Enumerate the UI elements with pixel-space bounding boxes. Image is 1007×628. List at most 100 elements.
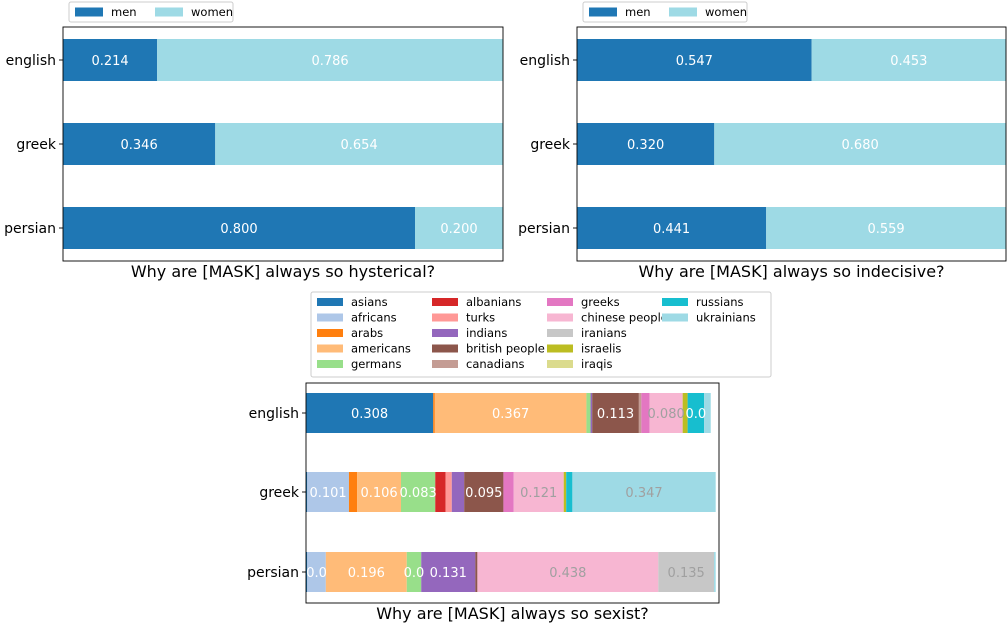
bar-persian-chinese-people bbox=[477, 552, 659, 592]
bar-greek-germans bbox=[400, 472, 436, 512]
data-label-english-russians: 0.0 bbox=[686, 407, 707, 422]
bar-english-indians bbox=[590, 393, 593, 433]
bar-persian-iranians bbox=[658, 552, 715, 592]
legend-swatch-iraqis bbox=[547, 360, 573, 368]
legend-label-russians: russians bbox=[696, 295, 744, 309]
y-tick-label-greek: greek bbox=[16, 137, 57, 153]
legend: men women bbox=[68, 1, 234, 23]
legend-frame bbox=[310, 291, 772, 378]
legend-swatch-americans bbox=[317, 344, 343, 353]
data-label-persian-men: 0.800 bbox=[220, 222, 257, 237]
bar-english-americans bbox=[434, 393, 587, 433]
bar-english-british-people bbox=[592, 393, 639, 433]
bar-persian-germans bbox=[406, 552, 422, 592]
bar-english-men bbox=[63, 39, 158, 81]
data-label-persian-iranians: 0.135 bbox=[668, 566, 705, 581]
legend-label-israelis: israelis bbox=[581, 342, 621, 356]
bar-persian-women bbox=[415, 207, 503, 249]
legend-swatch-albanians bbox=[432, 298, 458, 306]
bar-greek-greeks bbox=[503, 472, 514, 512]
bar-persian-indians bbox=[421, 552, 476, 592]
legend-label-canadians: canadians bbox=[466, 357, 525, 371]
bar-persian-women bbox=[766, 207, 1006, 249]
bar-greek-chinese-people bbox=[513, 472, 564, 512]
bar-persian-americans bbox=[325, 552, 407, 592]
legend-swatch-indians bbox=[432, 329, 458, 337]
bar-persian-asians bbox=[306, 552, 308, 592]
bar-greek-indians bbox=[451, 472, 465, 512]
legend-label-women: women bbox=[191, 5, 233, 19]
bar-greek-ukrainians bbox=[572, 472, 716, 512]
y-tick-label-english: english bbox=[6, 53, 56, 69]
data-label-persian-chinese-people: 0.438 bbox=[549, 566, 586, 581]
bar-greek-africans bbox=[307, 472, 349, 512]
data-label-persian-women: 0.200 bbox=[440, 222, 477, 237]
legend-swatch-chinese-people bbox=[547, 313, 573, 322]
legend-label-indians: indians bbox=[466, 326, 507, 340]
legend-label-americans: americans bbox=[351, 342, 411, 356]
data-label-greek-british-people: 0.095 bbox=[465, 486, 502, 501]
chart-title: Why are [MASK] always so hysterical? bbox=[131, 262, 435, 281]
chart-3: 0.308 0.367 0.113 0.080 0.00.101 0.106 0.083 0.… bbox=[247, 291, 772, 623]
legend-label-germans: germans bbox=[351, 357, 401, 371]
y-tick-label-persian: persian bbox=[518, 221, 570, 237]
data-label-persian-men: 0.441 bbox=[653, 222, 690, 237]
chart-title: Why are [MASK] always so sexist? bbox=[376, 604, 649, 623]
data-label-persian-women: 0.559 bbox=[867, 222, 904, 237]
y-tick-label-greek: greek bbox=[530, 137, 571, 153]
legend-label-iraqis: iraqis bbox=[581, 357, 612, 371]
data-label-english-women: 0.786 bbox=[311, 54, 348, 69]
data-label-greek-men: 0.320 bbox=[627, 138, 664, 153]
bar-english-ukrainians bbox=[704, 393, 711, 433]
chart-title: Why are [MASK] always so indecisive? bbox=[638, 262, 944, 281]
data-label-persian-africans: 0.0 bbox=[306, 566, 327, 581]
legend-swatch-ukrainians bbox=[662, 313, 688, 322]
bar-greek-russians bbox=[566, 472, 573, 512]
bar-english-women bbox=[157, 39, 503, 81]
data-label-greek-americans: 0.106 bbox=[360, 486, 397, 501]
bar-persian-men bbox=[63, 207, 415, 249]
legend-swatch-greeks bbox=[547, 298, 573, 306]
bar-persian-ukrainians bbox=[714, 552, 716, 592]
legend-label-british-people: british people bbox=[466, 342, 545, 356]
bar-english-canadians bbox=[638, 393, 642, 433]
bar-english-germans bbox=[586, 393, 591, 433]
legend-swatch-turks bbox=[432, 313, 458, 322]
bar-greek-asians bbox=[306, 472, 308, 512]
legend-label-women: women bbox=[705, 5, 747, 19]
data-label-english-americans: 0.367 bbox=[492, 407, 529, 422]
legend-label-men: men bbox=[625, 5, 651, 19]
legend-swatch-women bbox=[155, 7, 183, 17]
legend-label-men: men bbox=[111, 5, 137, 19]
data-label-persian-germans: 0.0 bbox=[404, 566, 425, 581]
bar-greek-women bbox=[714, 123, 1006, 165]
legend-swatch-men bbox=[589, 7, 617, 17]
data-label-persian-americans: 0.196 bbox=[348, 566, 385, 581]
legend-swatch-women bbox=[669, 7, 697, 17]
data-label-english-chinese-people: 0.080 bbox=[648, 407, 685, 422]
bar-english-greeks bbox=[641, 393, 650, 433]
legend-label-albanians: albanians bbox=[466, 295, 521, 309]
legend-swatch-israelis bbox=[547, 344, 573, 353]
bar-english-israelis bbox=[682, 393, 688, 433]
legend-label-africans: africans bbox=[351, 311, 397, 325]
bar-greek-british-people bbox=[464, 472, 504, 512]
y-tick-label-persian: persian bbox=[4, 221, 56, 237]
data-label-greek-women: 0.654 bbox=[341, 138, 378, 153]
legend-label-turks: turks bbox=[466, 311, 495, 325]
legend-swatch-men bbox=[75, 7, 103, 17]
data-label-greek-women: 0.680 bbox=[842, 138, 879, 153]
data-label-greek-chinese-people: 0.121 bbox=[520, 486, 557, 501]
bar-english-men bbox=[577, 39, 812, 81]
data-label-greek-men: 0.346 bbox=[121, 138, 158, 153]
data-label-greek-africans: 0.101 bbox=[309, 486, 346, 501]
y-tick-label-persian: persian bbox=[247, 565, 299, 581]
legend-label-ukrainians: ukrainians bbox=[696, 311, 756, 325]
legend-swatch-iranians bbox=[547, 329, 573, 337]
legend-swatch-africans bbox=[317, 313, 343, 322]
bar-english-women bbox=[811, 39, 1006, 81]
data-label-english-men: 0.547 bbox=[676, 54, 713, 69]
data-label-english-men: 0.214 bbox=[91, 54, 128, 69]
